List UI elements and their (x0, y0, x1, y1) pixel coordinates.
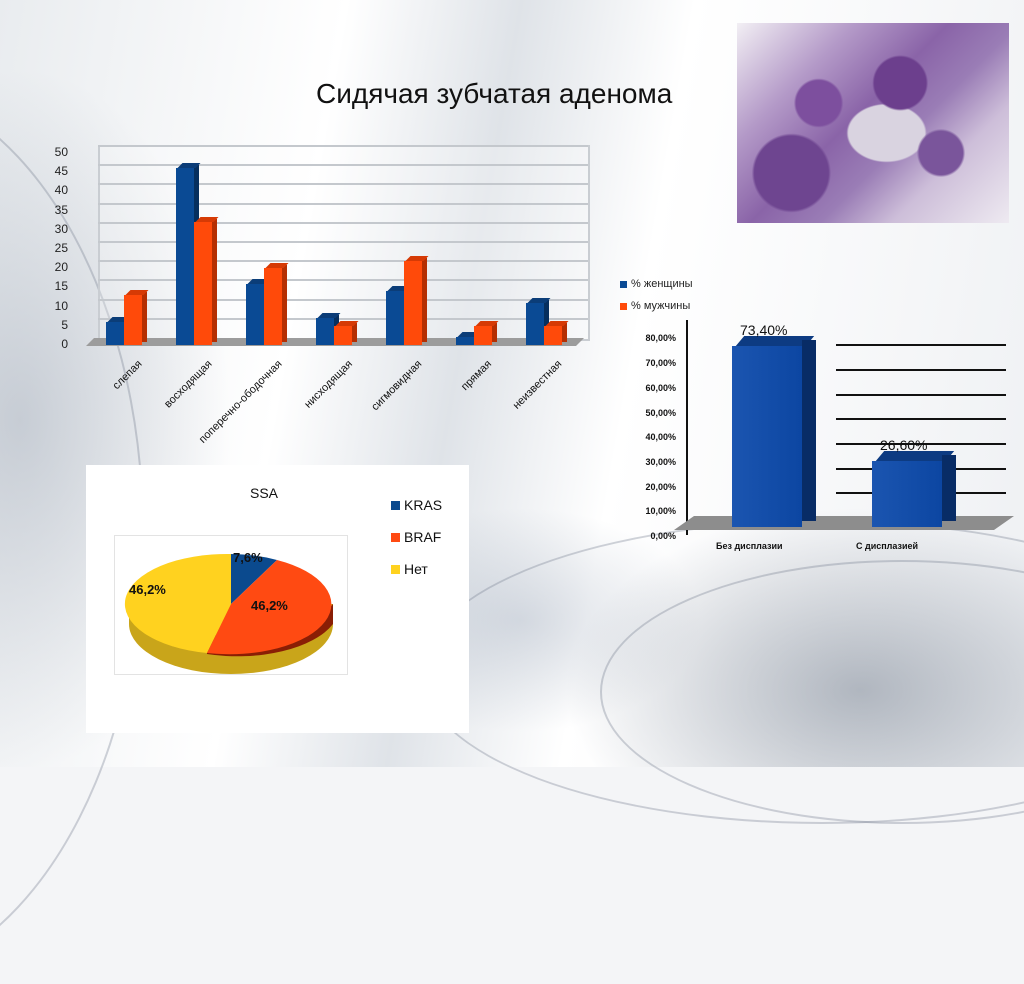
category-label: восходящая (162, 358, 215, 411)
y-tick-label: 45 (54, 164, 68, 179)
legend-kras: KRAS (404, 497, 443, 513)
gridline (98, 145, 588, 147)
gridline (98, 221, 588, 224)
y-tick-label: 0,00% (650, 531, 676, 541)
gridline (98, 183, 588, 186)
legend-swatch-women (620, 280, 627, 288)
legend-swatch-kras (391, 500, 400, 510)
y-tick-label: 30,00% (645, 456, 676, 467)
bar-men (334, 322, 357, 345)
localization-bar-chart: 0 5 10 15 20 25 30 35 40 45 50 слепая восходящая поп… (40, 140, 600, 470)
bar-women (456, 334, 479, 345)
bar-men (264, 265, 287, 345)
gridline (836, 393, 1006, 396)
category-label: сигмовидная (369, 358, 425, 414)
bar-dysplasia (732, 335, 816, 527)
data-label: 73,40% (740, 321, 788, 338)
bar-women (526, 299, 549, 345)
y-tick-label: 15 (54, 279, 68, 294)
legend-swatch-net (391, 564, 400, 574)
pie-label-braf: 46,2% (251, 598, 288, 613)
pie-legend: KRAS BRAF Нет (391, 497, 442, 593)
legend-women: % женщины (631, 278, 693, 290)
gridline (98, 260, 588, 263)
y-tick-label: 50 (54, 145, 68, 159)
y-tick-label: 40 (54, 183, 68, 198)
bar-men (544, 322, 567, 345)
category-label: неизвестная (510, 358, 565, 412)
pie-label-kras: 7,6% (233, 550, 263, 565)
gridline (836, 418, 1006, 421)
pie-plot-area: 7,6% 46,2% 46,2% (114, 535, 348, 675)
gridline (836, 442, 1006, 445)
y-tick-label: 30 (54, 221, 68, 236)
histology-image (737, 23, 1009, 223)
gridline (98, 202, 588, 205)
y-tick-label: 20 (54, 260, 68, 275)
y-tick-label: 35 (54, 202, 68, 217)
category-label: слепая (110, 358, 145, 392)
bar-women (176, 165, 199, 345)
bar-men (474, 322, 497, 345)
gridline (98, 279, 588, 282)
bar-women (246, 280, 269, 345)
slide-title: Сидячая зубчатая аденома (316, 78, 673, 109)
pie-label-net: 46,2% (129, 582, 166, 597)
bar-men (194, 219, 217, 345)
y-tick-label: 25 (54, 241, 68, 255)
legend-swatch-braf (391, 532, 400, 542)
bar-women (316, 315, 339, 345)
bar-men (404, 257, 427, 345)
gridline (98, 298, 588, 301)
bar-women (106, 318, 129, 345)
y-tick-label: 20,00% (645, 481, 676, 492)
data-label: 26,60% (880, 437, 928, 454)
category-label: нисходящая (301, 358, 355, 411)
gridline (98, 164, 588, 167)
y-tick-label: 80,00% (645, 333, 676, 344)
ssa-pie-chart: SSA 7,6% 46,2% 46,2% KRAS BRAF Нет (86, 465, 469, 733)
y-tick-label: 60,00% (645, 382, 676, 393)
legend-swatch-men (620, 302, 627, 310)
legend-net: Нет (404, 561, 428, 577)
gridline (836, 368, 1006, 371)
bar-women (386, 288, 409, 345)
y-tick-label: 5 (61, 317, 68, 332)
chart-floor (674, 516, 1014, 530)
chart-legend: % женщины % мужчины (620, 278, 693, 322)
gridline (836, 344, 1006, 347)
dysplasia-bar-chart: 0,00% 10,00% 20,00% 30,00% 40,00% 50,00% 60,00… (636, 320, 1021, 560)
legend-braf: BRAF (404, 529, 442, 545)
bar-side-face (942, 455, 956, 521)
y-tick-label: 50,00% (645, 407, 676, 418)
category-label: прямая (459, 358, 495, 394)
bar-side-face (802, 339, 816, 521)
category-label: Без дисплазии (716, 541, 783, 551)
category-label: С дисплазией (856, 541, 919, 551)
bar-men (124, 292, 147, 345)
pie-title: SSA (250, 485, 279, 501)
bar-dysplasia (872, 451, 956, 527)
chart-back-wall (98, 145, 590, 341)
chart-side-wall (686, 320, 688, 535)
legend-men: % мужчины (631, 300, 691, 312)
y-tick-label: 40,00% (645, 432, 676, 443)
y-tick-label: 70,00% (645, 358, 676, 369)
y-tick-label: 10 (54, 298, 68, 313)
pie-graphic (124, 553, 333, 674)
y-tick-label: 0 (61, 337, 68, 351)
gridline (98, 317, 588, 320)
gridline (98, 241, 588, 243)
y-tick-label: 10,00% (645, 506, 676, 517)
